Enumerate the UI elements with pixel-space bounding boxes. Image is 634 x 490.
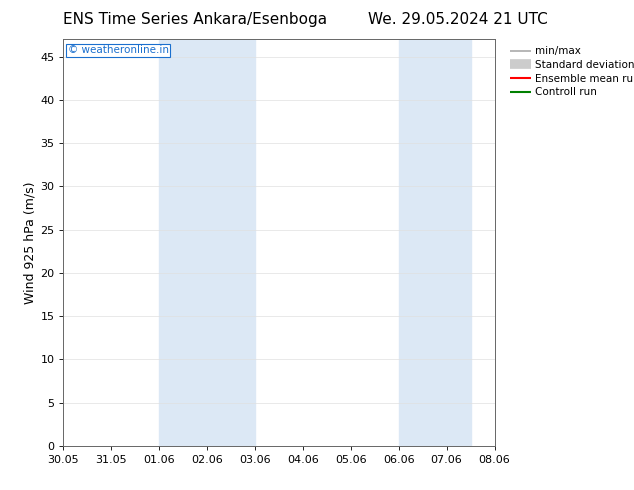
Bar (159, 39, 255, 446)
Text: ENS Time Series Ankara/Esenboga: ENS Time Series Ankara/Esenboga (63, 12, 328, 27)
Y-axis label: Wind 925 hPa (m/s): Wind 925 hPa (m/s) (23, 181, 36, 304)
Bar (399, 39, 470, 446)
Text: We. 29.05.2024 21 UTC: We. 29.05.2024 21 UTC (368, 12, 548, 27)
Legend: min/max, Standard deviation, Ensemble mean run, Controll run: min/max, Standard deviation, Ensemble me… (508, 45, 634, 99)
Text: © weatheronline.in: © weatheronline.in (68, 45, 169, 55)
